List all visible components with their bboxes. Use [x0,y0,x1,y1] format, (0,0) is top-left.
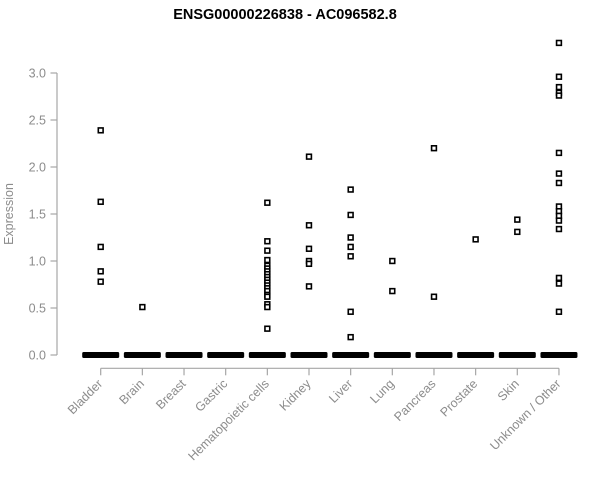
data-points-layer [97,39,563,341]
data-point [97,198,104,205]
x-tick-label: Pancreas [391,377,438,424]
zero-expression-bar [248,352,286,358]
zero-expression-bar [498,352,536,358]
data-point [555,83,563,91]
x-tick-label: Breast [153,376,189,412]
data-point [305,222,313,229]
x-tick-label: Unknown / Other [487,377,563,453]
zero-expression-bar [290,352,328,358]
data-point [555,73,563,80]
data-point [305,260,313,268]
data-point [389,257,396,265]
y-tick-label: 1.0 [29,254,46,268]
data-point [305,153,313,160]
data-point [555,170,563,177]
data-point [264,325,271,332]
data-point [264,199,271,206]
chart-title: ENSG00000226838 - AC096582.8 [173,7,397,23]
data-point [430,145,438,152]
data-point [264,238,271,245]
zero-expression-bar [82,352,120,358]
data-point [305,245,313,252]
data-point [347,333,354,341]
data-point [97,243,104,251]
data-point [347,211,354,219]
data-point [555,225,563,233]
zero-bars-layer [82,352,578,358]
zero-expression-bar [457,352,495,358]
data-point [555,39,563,47]
data-point [555,92,563,99]
data-point [347,253,354,260]
y-axis-title: Expression [2,183,16,245]
data-point [264,303,271,311]
data-point [97,127,104,134]
x-tick-label: Liver [326,377,355,406]
data-point [347,243,354,251]
data-point [305,283,313,290]
data-point [347,186,354,193]
y-tick-label: 1.5 [29,207,46,221]
data-point [555,308,563,315]
data-point [264,247,271,254]
x-tick-label: Prostate [437,377,480,420]
x-tick-label: Skin [495,377,522,404]
data-point [472,236,479,243]
zero-expression-bar [165,352,203,358]
data-point [97,268,104,275]
zero-expression-bar [373,352,411,358]
x-tick-label: Lung [367,377,397,407]
data-point [514,228,521,236]
x-tick-label: Gastric [192,377,230,415]
y-tick-label: 0.0 [29,348,46,362]
zero-expression-bar [123,352,161,358]
x-tick-label: Hematopoietic cells [185,377,272,464]
data-point [97,278,104,285]
x-tick-label: Kidney [277,376,314,413]
data-point [389,287,396,295]
y-tick-label: 2.5 [29,113,46,127]
data-point [139,303,146,311]
x-tick-label: Brain [116,377,147,408]
data-point [347,234,354,241]
data-point [555,149,563,157]
data-point [430,293,438,300]
zero-expression-bar [207,352,245,358]
data-point [555,274,563,282]
data-point [514,216,521,223]
y-tick-label: 0.5 [29,301,46,315]
y-tick-label: 3.0 [29,66,46,80]
data-point [347,308,354,315]
zero-expression-bar [540,352,578,358]
x-tick-label: Bladder [65,377,105,417]
zero-expression-bar [415,352,453,358]
y-axis: 0.0 0.5 1.0 1.5 2.0 2.5 3.0 [29,66,58,362]
data-point [555,217,563,224]
data-point [264,293,271,300]
data-point [264,256,271,264]
data-point [555,280,563,287]
data-point [555,179,563,187]
zero-expression-bar [332,352,370,358]
y-tick-label: 2.0 [29,160,46,174]
